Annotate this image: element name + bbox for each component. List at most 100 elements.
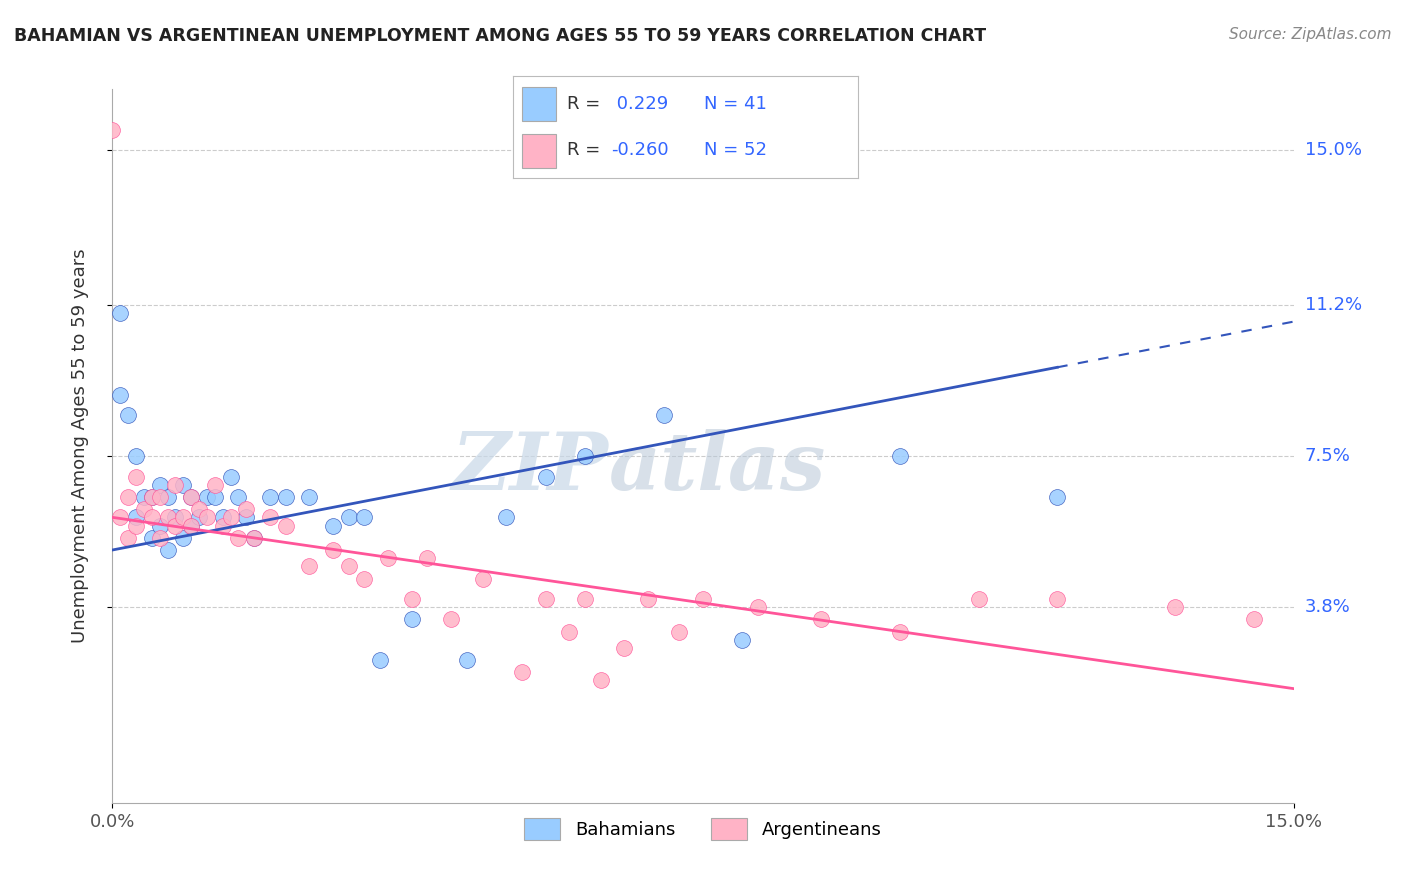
Point [125, 518, 148, 533]
Point [692, 591, 714, 606]
Point [574, 591, 596, 606]
Point [1243, 612, 1265, 626]
Text: Source: ZipAtlas.com: Source: ZipAtlas.com [1229, 27, 1392, 42]
Point [228, 490, 250, 504]
Text: 3.8%: 3.8% [1305, 598, 1350, 616]
Point [416, 551, 439, 566]
Point [652, 409, 675, 423]
Point [125, 510, 148, 524]
Text: R =: R = [567, 141, 606, 159]
Point [165, 518, 187, 533]
Point [243, 531, 266, 545]
Point [259, 510, 281, 524]
Point [440, 612, 463, 626]
Point [211, 518, 233, 533]
Point [810, 612, 832, 626]
Point [534, 469, 557, 483]
Point [141, 490, 163, 504]
Text: ZIP: ZIP [451, 429, 609, 506]
Point [149, 531, 172, 545]
Point [1046, 591, 1069, 606]
Point [613, 640, 636, 655]
Point [235, 502, 257, 516]
Point [180, 490, 202, 504]
Point [377, 551, 399, 566]
Text: 0.229: 0.229 [612, 95, 669, 113]
Point [558, 624, 581, 639]
Bar [522, 135, 557, 168]
Point [132, 502, 155, 516]
Point [1046, 490, 1069, 504]
Text: N = 41: N = 41 [704, 95, 768, 113]
Point [101, 123, 124, 137]
Text: -0.260: -0.260 [612, 141, 669, 159]
Point [967, 591, 990, 606]
Point [149, 490, 172, 504]
Point [149, 477, 172, 491]
Point [298, 490, 321, 504]
Point [141, 510, 163, 524]
Point [125, 469, 148, 483]
Point [534, 591, 557, 606]
Point [668, 624, 690, 639]
Point [211, 510, 233, 524]
Point [510, 665, 533, 680]
Point [298, 559, 321, 574]
Point [235, 510, 257, 524]
Point [180, 518, 202, 533]
Point [188, 510, 211, 524]
Point [204, 477, 226, 491]
Point [172, 531, 194, 545]
Point [172, 477, 194, 491]
Point [110, 388, 132, 402]
Point [165, 510, 187, 524]
Point [165, 477, 187, 491]
Point [243, 531, 266, 545]
Point [259, 490, 281, 504]
Text: 7.5%: 7.5% [1305, 447, 1351, 466]
Point [401, 591, 423, 606]
Text: 11.2%: 11.2% [1305, 296, 1362, 314]
Point [117, 409, 139, 423]
Text: R =: R = [567, 95, 606, 113]
Point [747, 600, 769, 615]
Text: 15.0%: 15.0% [1305, 141, 1361, 160]
Point [889, 449, 911, 463]
Point [117, 531, 139, 545]
Point [353, 572, 375, 586]
Point [195, 490, 218, 504]
Point [110, 306, 132, 320]
Point [219, 469, 242, 483]
Point [172, 510, 194, 524]
Point [322, 543, 344, 558]
Point [456, 653, 478, 667]
Point [156, 543, 179, 558]
Point [228, 531, 250, 545]
Point [471, 572, 494, 586]
Point [195, 510, 218, 524]
Y-axis label: Unemployment Among Ages 55 to 59 years: Unemployment Among Ages 55 to 59 years [70, 249, 89, 643]
Point [180, 518, 202, 533]
Point [141, 490, 163, 504]
Text: BAHAMIAN VS ARGENTINEAN UNEMPLOYMENT AMONG AGES 55 TO 59 YEARS CORRELATION CHART: BAHAMIAN VS ARGENTINEAN UNEMPLOYMENT AMO… [14, 27, 986, 45]
Point [156, 510, 179, 524]
Point [637, 591, 659, 606]
Point [368, 653, 391, 667]
Point [322, 518, 344, 533]
Point [132, 490, 155, 504]
Point [589, 673, 612, 688]
Point [337, 510, 360, 524]
Text: N = 52: N = 52 [704, 141, 768, 159]
Point [149, 518, 172, 533]
Point [117, 490, 139, 504]
Point [110, 510, 132, 524]
Point [731, 632, 754, 647]
Point [574, 449, 596, 463]
Point [889, 624, 911, 639]
Point [141, 531, 163, 545]
Point [204, 490, 226, 504]
Point [274, 518, 297, 533]
Bar [522, 87, 557, 121]
Point [495, 510, 517, 524]
Point [180, 490, 202, 504]
